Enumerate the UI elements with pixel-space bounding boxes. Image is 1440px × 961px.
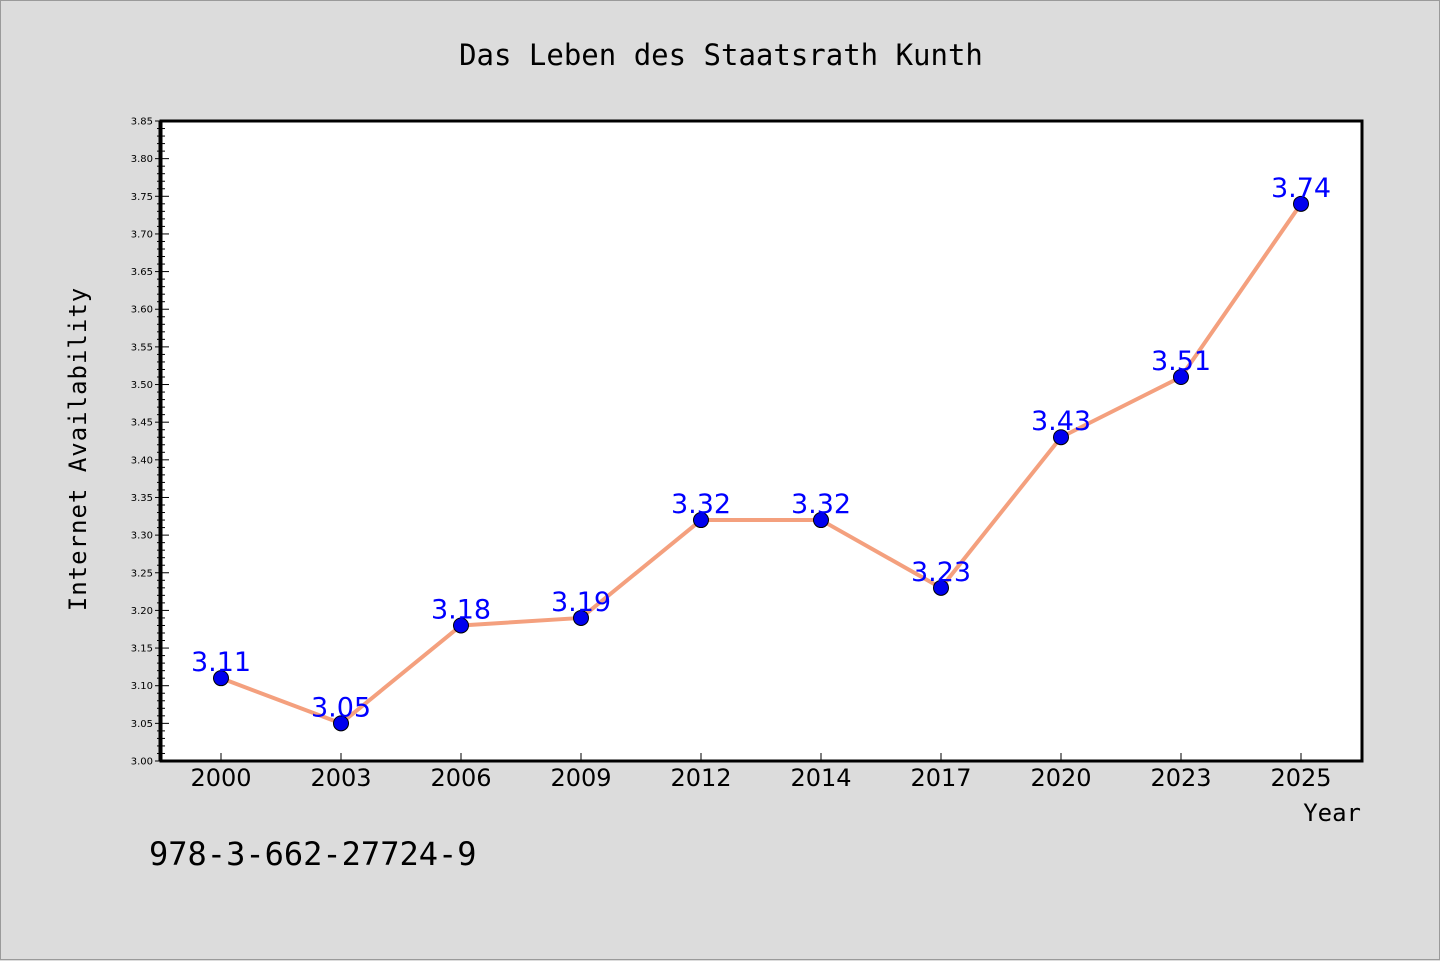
data-label: 3.51 <box>1151 346 1211 377</box>
data-point <box>573 609 589 626</box>
data-point <box>693 512 709 529</box>
isbn-annotation: 978-3-662-27724-9 <box>149 835 477 873</box>
data-label: 3.19 <box>551 587 611 618</box>
data-label: 3.05 <box>311 692 371 723</box>
x-tick-label: 2000 <box>190 764 251 792</box>
y-tick-label: 3.30 <box>131 531 153 542</box>
y-tick-label: 3.70 <box>131 229 153 240</box>
y-axis-label: Internet Availability <box>64 287 92 611</box>
x-tick-label: 2009 <box>550 764 611 792</box>
series-line <box>220 202 1303 726</box>
x-tick-label: 2014 <box>790 764 851 792</box>
data-point <box>1173 369 1189 385</box>
y-tick-label: 3.55 <box>131 342 153 353</box>
y-tick-label: 3.45 <box>131 418 153 429</box>
data-point <box>453 617 469 634</box>
y-tick-label: 3.15 <box>131 644 153 655</box>
y-tick-label: 3.40 <box>131 455 153 466</box>
y-tick-label: 3.05 <box>131 719 153 730</box>
chart-title: Das Leben des Staatsrath Kunth <box>459 38 983 72</box>
y-tick-label: 3.25 <box>131 568 153 579</box>
y-tick-label: 3.65 <box>131 267 153 278</box>
x-tick-label: 2003 <box>310 764 371 792</box>
x-axis-label: Year <box>1303 799 1361 827</box>
x-axis: 2000 2003 2006 2009 2012 2014 2017 2020 2023 2025 <box>190 753 1332 792</box>
data-label: 3.32 <box>671 489 731 520</box>
x-tick-label: 2025 <box>1270 764 1331 792</box>
data-label: 3.32 <box>791 489 851 520</box>
y-tick-label: 3.80 <box>131 154 153 165</box>
y-tick-label: 3.75 <box>131 192 153 203</box>
x-tick-label: 2012 <box>670 764 731 792</box>
x-tick-label: 2006 <box>430 764 491 792</box>
y-tick-label: 3.00 <box>131 757 153 768</box>
y-axis: 3.00 3.05 3.10 3.15 3.20 3.25 3.30 3.35 3.40 3.45… <box>131 117 169 768</box>
data-label-layer: 3.11 3.05 3.18 3.19 3.32 3.32 3.23 3.43 3.51 3.74 <box>191 173 1331 724</box>
x-tick-label: 2023 <box>1150 764 1211 792</box>
y-tick-label: 3.85 <box>131 117 153 128</box>
y-tick-label: 3.50 <box>131 380 153 391</box>
y-tick-label: 3.35 <box>131 493 153 504</box>
y-tick-label: 3.10 <box>131 681 153 692</box>
data-label: 3.74 <box>1271 173 1331 204</box>
data-label: 3.43 <box>1031 406 1091 437</box>
data-point <box>813 512 829 529</box>
x-tick-label: 2020 <box>1030 764 1091 792</box>
plot-area <box>159 119 1364 763</box>
y-tick-label: 3.60 <box>131 305 153 316</box>
data-point <box>213 670 229 687</box>
data-point <box>1293 195 1309 212</box>
x-tick-label: 2017 <box>910 764 971 792</box>
data-point <box>1053 429 1069 446</box>
data-label: 3.23 <box>911 557 971 588</box>
series-layer <box>213 195 1309 732</box>
data-point <box>933 579 949 596</box>
data-point <box>333 715 349 732</box>
data-label: 3.11 <box>191 647 251 678</box>
data-label: 3.18 <box>431 594 491 625</box>
y-tick-label: 3.20 <box>131 606 153 617</box>
